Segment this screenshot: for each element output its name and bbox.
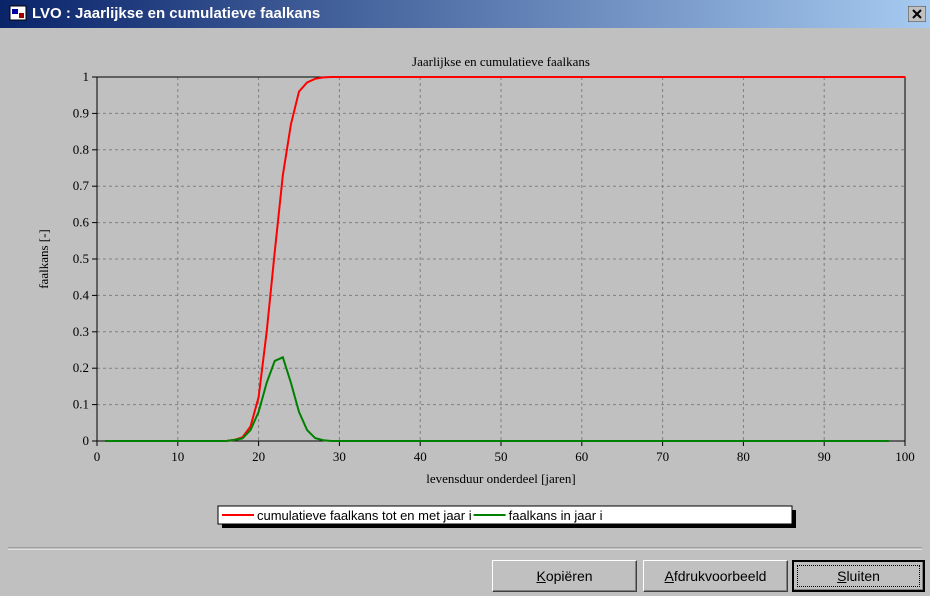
y-tick-label: 0.7 [73, 178, 90, 193]
y-tick-label: 0.8 [73, 142, 89, 157]
x-tick-label: 90 [818, 449, 831, 464]
button-label: Afdrukvoorbeeld [664, 568, 767, 584]
y-axis-label: faalkans [-] [36, 229, 51, 289]
x-axis-label: levensduur onderdeel [jaren] [426, 471, 575, 486]
y-tick-label: 0.2 [73, 360, 89, 375]
title-bar: LVO : Jaarlijkse en cumulatieve faalkans [0, 0, 930, 28]
x-tick-label: 60 [575, 449, 588, 464]
preview-button[interactable]: Afdrukvoorbeeld [643, 560, 788, 592]
y-tick-label: 0.3 [73, 324, 89, 339]
x-tick-label: 50 [495, 449, 508, 464]
y-tick-label: 0.9 [73, 105, 89, 120]
x-tick-label: 40 [414, 449, 427, 464]
y-tick-label: 0.5 [73, 251, 89, 266]
y-tick-label: 0.4 [73, 287, 90, 302]
legend-label: cumulatieve faalkans tot en met jaar i [257, 508, 472, 523]
x-tick-label: 20 [252, 449, 265, 464]
button-label: Sluiten [837, 568, 880, 584]
chart-title: Jaarlijkse en cumulatieve faalkans [412, 54, 590, 69]
y-tick-label: 1 [83, 69, 90, 84]
x-tick-label: 80 [737, 449, 750, 464]
x-tick-label: 30 [333, 449, 346, 464]
x-tick-label: 70 [656, 449, 669, 464]
y-tick-label: 0.1 [73, 397, 89, 412]
y-tick-label: 0 [83, 433, 90, 448]
x-tick-label: 10 [171, 449, 184, 464]
app-icon [9, 5, 27, 21]
x-tick-label: 0 [94, 449, 101, 464]
x-tick-label: 100 [895, 449, 915, 464]
legend-label: faalkans in jaar i [509, 508, 603, 523]
close-button[interactable] [908, 6, 926, 22]
data-line [105, 355, 889, 442]
button-label: Kopiëren [536, 568, 593, 584]
close-dialog-button[interactable]: Sluiten [792, 560, 925, 592]
copy-button[interactable]: Kopiëren [492, 560, 637, 592]
y-tick-label: 0.6 [73, 215, 90, 230]
window-title: LVO : Jaarlijkse en cumulatieve faalkans [32, 5, 321, 22]
